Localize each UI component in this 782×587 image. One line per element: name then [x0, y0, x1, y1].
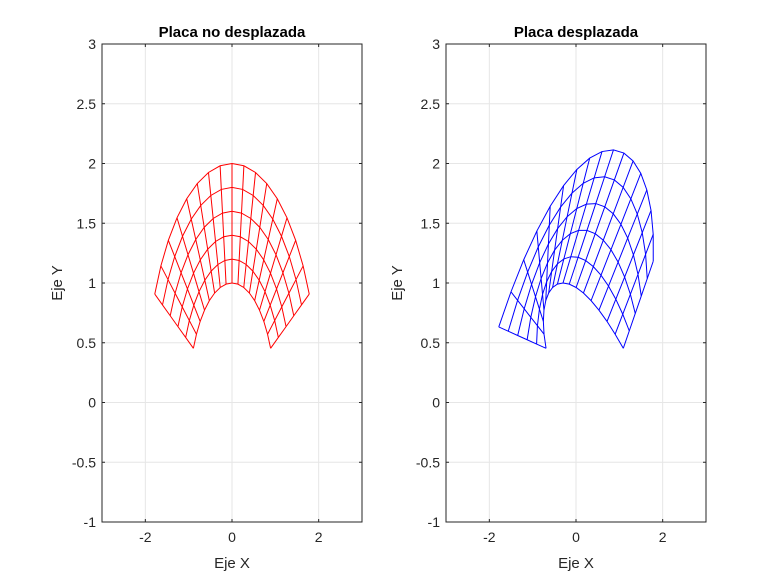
x-axis-label: Eje X	[558, 555, 594, 572]
x-axis-label: Eje X	[214, 555, 250, 572]
mesh-radial-line	[510, 291, 545, 335]
y-tick-label: 2	[88, 156, 96, 172]
plate-mesh	[154, 162, 310, 349]
mesh-radial-line	[598, 189, 648, 311]
mesh-radial-line	[248, 183, 268, 294]
y-tick-label: 2	[432, 156, 440, 172]
mesh-radial-line	[176, 217, 205, 311]
mesh-radial-line	[545, 206, 551, 301]
y-tick-label: 2.5	[77, 96, 97, 112]
x-tick-label: -2	[483, 529, 496, 545]
chart-title: Placa no desplazada	[159, 24, 306, 41]
y-tick-label: -1	[428, 514, 441, 530]
mesh-radial-line	[548, 185, 565, 294]
y-axis-label: Eje Y	[389, 265, 406, 301]
mesh-radial-line	[562, 151, 603, 284]
y-tick-label: 0.5	[421, 335, 441, 351]
y-tick-label: 2.5	[421, 96, 441, 112]
mesh-radial-line	[219, 165, 227, 285]
mesh-radial-line	[207, 172, 221, 288]
y-tick-label: 1	[88, 275, 96, 291]
grid	[446, 43, 706, 523]
mesh-radial-line	[270, 293, 310, 349]
x-tick-label: 2	[659, 529, 667, 545]
mesh-radial-line	[160, 265, 197, 335]
mesh-radial-line	[196, 183, 216, 294]
mesh-radial-line	[267, 265, 304, 335]
mesh-radial-line	[523, 259, 544, 322]
mesh-radial-line	[536, 231, 545, 311]
mesh-radial-line	[614, 234, 654, 335]
mesh-radial-line	[263, 240, 297, 322]
mesh-radial-line	[259, 217, 288, 311]
mesh-radial-line	[186, 198, 210, 301]
y-tick-label: 0.5	[77, 335, 97, 351]
mesh-radial-line	[622, 261, 654, 349]
mesh-radial-line	[498, 326, 547, 349]
y-tick-label: 1	[432, 275, 440, 291]
x-tick-label: 0	[228, 529, 236, 545]
chart-title: Placa desplazada	[514, 24, 639, 41]
mesh-radial-line	[568, 149, 614, 285]
y-tick-label: -0.5	[72, 454, 96, 470]
y-tick-label: 0	[88, 395, 96, 411]
y-tick-label: 1.5	[77, 215, 97, 231]
mesh-radial-line	[556, 157, 591, 285]
plate-mesh	[498, 149, 654, 349]
mesh-radial-line	[552, 169, 578, 288]
mesh-radial-line	[237, 165, 245, 285]
x-tick-label: 2	[315, 529, 323, 545]
x-tick-label: -2	[139, 529, 152, 545]
mesh-radial-line	[254, 198, 278, 301]
mesh-radial-line	[167, 240, 201, 322]
y-axis-label: Eje Y	[49, 265, 66, 301]
mesh-radial-line	[575, 152, 625, 288]
y-tick-label: 3	[432, 36, 440, 52]
mesh-radial-line	[243, 172, 257, 288]
y-tick-label: 0	[432, 395, 440, 411]
mesh-radial-line	[582, 160, 634, 294]
mesh-radial-line	[606, 210, 652, 322]
mesh-arc-line	[507, 176, 648, 332]
x-tick-label: 0	[572, 529, 580, 545]
mesh-radial-line	[154, 293, 194, 349]
y-tick-label: -1	[84, 514, 97, 530]
y-tick-label: -0.5	[416, 454, 440, 470]
y-tick-label: 1.5	[421, 215, 441, 231]
axes-right: Placa desplazada Eje X Eje Y -2 0 2 -1 -0.5 0…	[389, 24, 707, 572]
y-tick-label: 3	[88, 36, 96, 52]
mesh-radial-line	[590, 173, 642, 301]
axes-left: Placa no desplazada Eje X Eje Y -2 0 2 -1 -0…	[49, 24, 363, 572]
